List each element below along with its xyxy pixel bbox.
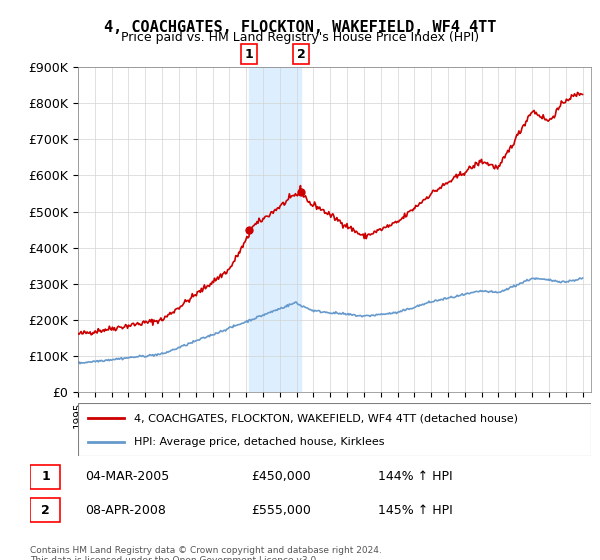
- Text: 2: 2: [297, 48, 305, 60]
- Text: 1: 1: [245, 48, 253, 60]
- FancyBboxPatch shape: [30, 498, 61, 522]
- Text: 08-APR-2008: 08-APR-2008: [85, 504, 166, 517]
- Text: 2: 2: [41, 504, 50, 517]
- Text: 144% ↑ HPI: 144% ↑ HPI: [378, 470, 452, 483]
- Text: 1: 1: [41, 470, 50, 483]
- Bar: [249, 67, 301, 392]
- Text: HPI: Average price, detached house, Kirklees: HPI: Average price, detached house, Kirk…: [134, 436, 385, 446]
- Text: 145% ↑ HPI: 145% ↑ HPI: [378, 504, 452, 517]
- Text: 04-MAR-2005: 04-MAR-2005: [85, 470, 169, 483]
- FancyBboxPatch shape: [30, 465, 61, 489]
- Text: Contains HM Land Registry data © Crown copyright and database right 2024.
This d: Contains HM Land Registry data © Crown c…: [30, 546, 382, 560]
- Text: 4, COACHGATES, FLOCKTON, WAKEFIELD, WF4 4TT (detached house): 4, COACHGATES, FLOCKTON, WAKEFIELD, WF4 …: [134, 413, 518, 423]
- Text: Price paid vs. HM Land Registry's House Price Index (HPI): Price paid vs. HM Land Registry's House …: [121, 31, 479, 44]
- Text: £450,000: £450,000: [251, 470, 311, 483]
- FancyBboxPatch shape: [78, 403, 591, 456]
- Text: 4, COACHGATES, FLOCKTON, WAKEFIELD, WF4 4TT: 4, COACHGATES, FLOCKTON, WAKEFIELD, WF4 …: [104, 20, 496, 35]
- Text: £555,000: £555,000: [251, 504, 311, 517]
